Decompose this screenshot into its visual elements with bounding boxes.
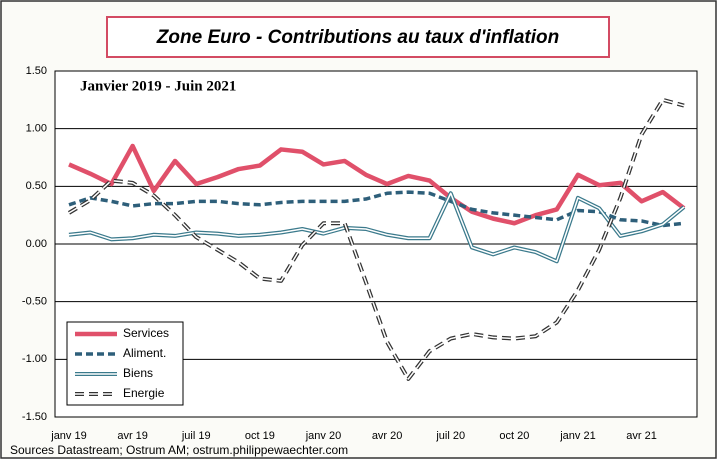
- x-tick-label: oct 19: [245, 430, 275, 442]
- x-tick-label: avr 19: [117, 430, 148, 442]
- legend-label: Services: [123, 326, 169, 340]
- x-tick-label: janv 21: [559, 430, 595, 442]
- y-tick-label: -1.00: [22, 353, 47, 365]
- x-tick-label: janv 20: [305, 430, 341, 442]
- subtitle: Janvier 2019 - Juin 2021: [80, 78, 236, 94]
- title-box: [106, 16, 610, 58]
- x-tick-label: oct 20: [499, 430, 529, 442]
- x-tick-label: juil 19: [181, 430, 211, 442]
- y-tick-label: 1.50: [26, 65, 47, 77]
- x-tick-label: avr 20: [372, 430, 403, 442]
- legend-label: Aliment.: [123, 346, 166, 360]
- x-tick-label: avr 21: [626, 430, 657, 442]
- series-line-inner: [68, 192, 685, 263]
- y-tick-label: 1.00: [26, 123, 47, 135]
- x-tick-label: janv 19: [50, 430, 86, 442]
- legend-label: Biens: [123, 366, 153, 380]
- y-tick-label: -1.50: [22, 411, 47, 423]
- source: Sources Datastream; Ostrum AM; ostrum.ph…: [10, 443, 348, 457]
- series-line-inner: [68, 99, 685, 380]
- series-line: [68, 190, 685, 228]
- chart-title: Zone Euro - Contributions au taux d'infl…: [156, 27, 559, 48]
- y-tick-label: 0.00: [26, 238, 47, 250]
- legend-label: Energie: [123, 386, 165, 400]
- series-line: [68, 143, 686, 226]
- x-tick-label: juil 20: [435, 430, 465, 442]
- y-tick-label: -0.50: [22, 296, 47, 308]
- y-tick-label: 0.50: [26, 180, 47, 192]
